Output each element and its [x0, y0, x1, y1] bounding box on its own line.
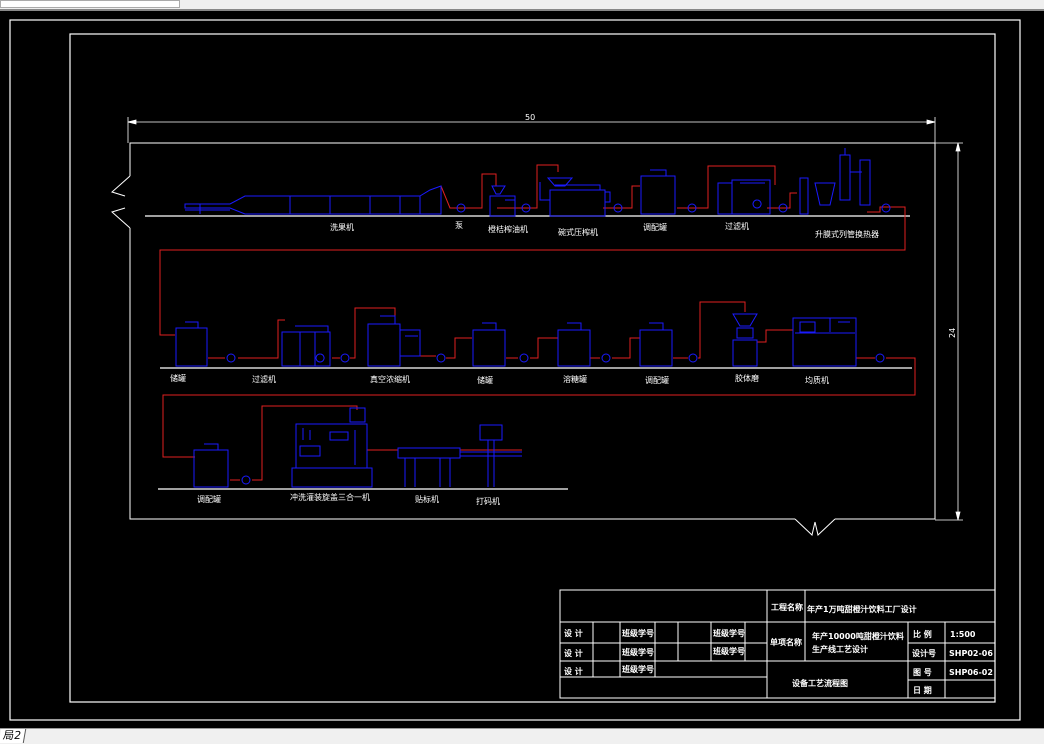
drawing-border: [69, 33, 996, 703]
oil-extractor: [489, 185, 516, 217]
building-outline: [111, 142, 936, 536]
project-label: 工程名称: [771, 602, 803, 612]
label-labeling-machine: 贴标机: [415, 494, 439, 504]
sugar-tank: [557, 322, 591, 367]
label-heat-exchanger: 升膜式列管换热器: [815, 229, 879, 239]
cad-drawing: 50 24: [9, 19, 1021, 721]
title-block: [559, 589, 996, 699]
rising-film-heat-exchanger: [799, 148, 871, 215]
blending-tank-3: [193, 443, 229, 488]
filling-capping-machine: [291, 407, 373, 488]
label-storage-tank-2: 储罐: [477, 375, 493, 385]
bowl-press: [539, 177, 611, 217]
label-homogenizer: 均质机: [805, 375, 829, 385]
label-vacuum-concentrator: 真空浓缩机: [370, 374, 410, 384]
design-no-label: 设计号: [912, 648, 936, 658]
label-bowl-press: 碗式压榨机: [558, 227, 598, 237]
design-label-1: 设 计: [564, 628, 583, 638]
vacuum-concentrator: [367, 315, 421, 367]
design-label-3: 设 计: [564, 666, 583, 676]
item-name-1: 年产10000吨甜橙汁饮料: [812, 631, 904, 641]
layout-tab-bar: 局2: [0, 728, 1044, 744]
pumps: [226, 203, 891, 485]
label-fruit-washer: 洗果机: [330, 222, 354, 232]
class-id-5: 班级学号: [713, 646, 745, 656]
class-id-1: 班级学号: [622, 628, 654, 638]
class-id-3: 班级学号: [622, 664, 654, 674]
storage-tank-1: [175, 321, 208, 367]
project-name: 年产1万吨甜橙汁饮料工厂设计: [807, 604, 917, 614]
homogenizer: [792, 317, 857, 367]
item-name-2: 生产线工艺设计: [812, 644, 868, 654]
label-storage-tank-1: 储罐: [170, 373, 186, 383]
pipelines: [159, 164, 916, 481]
label-blending-tank-1: 调配罐: [643, 222, 667, 232]
blending-tank-1: [640, 169, 676, 215]
dimension-width-label: 50: [525, 113, 535, 122]
dimension-height: [935, 142, 963, 521]
filter-1: [717, 179, 771, 215]
washer-elevator: [419, 185, 442, 215]
coding-machine: [460, 424, 522, 487]
drawing-canvas[interactable]: 50 24: [0, 11, 1044, 728]
date-label: 日 期: [913, 685, 932, 695]
label-blending-tank-3: 调配罐: [197, 494, 221, 504]
floor-lines: [145, 215, 912, 490]
scale-value: 1:500: [950, 630, 976, 639]
label-colloid-mill: 胶体磨: [735, 373, 759, 383]
colloid-mill: [732, 313, 758, 367]
label-filter-1: 过滤机: [725, 221, 749, 231]
fruit-washer: [184, 195, 421, 215]
item-label: 单项名称: [770, 637, 802, 647]
blending-tank-2: [639, 322, 673, 367]
label-oil-extractor: 橙桔榨油机: [488, 224, 528, 234]
drawing-title: 设备工艺流程图: [792, 678, 848, 688]
scale-label: 比 例: [913, 629, 932, 639]
label-coding-machine: 打码机: [476, 496, 500, 506]
design-label-2: 设 计: [564, 648, 583, 658]
paper-border: [9, 19, 1021, 721]
class-id-2: 班级学号: [622, 647, 654, 657]
command-field[interactable]: [0, 0, 180, 8]
drawing-no-label: 图 号: [913, 668, 932, 677]
label-blending-tank-2: 调配罐: [645, 375, 669, 385]
class-id-4: 班级学号: [713, 628, 745, 638]
label-pump: 泵: [455, 221, 463, 230]
drawing-no: SHP06-02: [949, 668, 993, 677]
equipment: [175, 148, 891, 488]
toolbar-strip: [0, 0, 1044, 11]
label-filter-2: 过滤机: [252, 374, 276, 384]
layout-tab[interactable]: 局2: [0, 729, 27, 743]
labeling-machine: [397, 447, 461, 487]
storage-tank-2: [472, 322, 506, 367]
design-no: SHP02-06: [949, 649, 993, 658]
dimension-height-label: 24: [948, 328, 957, 338]
label-filling-machine: 冲洗灌装旋盖三合一机: [290, 492, 370, 502]
dimension-width: [127, 117, 936, 143]
filter-2: [281, 325, 331, 367]
label-sugar-tank: 溶糖罐: [563, 374, 587, 384]
